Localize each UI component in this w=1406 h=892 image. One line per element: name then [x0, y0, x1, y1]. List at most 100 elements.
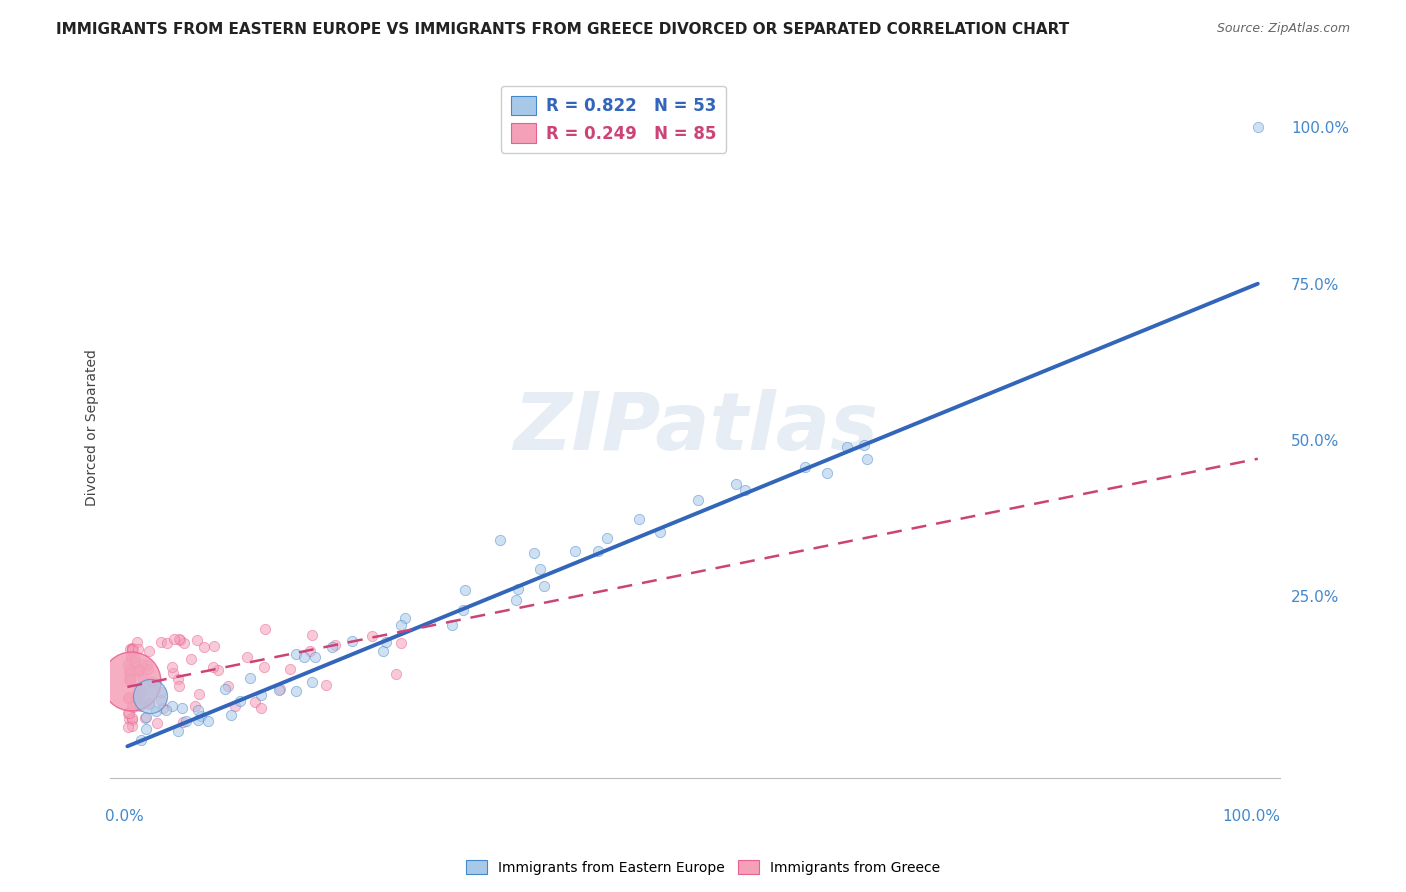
Point: [117, 690, 139, 705]
Text: Source: ZipAtlas.com: Source: ZipAtlas.com: [1216, 22, 1350, 36]
Point: [135, 710, 157, 724]
Point: [440, 618, 463, 632]
Legend: Immigrants from Eastern Europe, Immigrants from Greece: Immigrants from Eastern Europe, Immigran…: [460, 855, 946, 880]
Point: [835, 441, 858, 455]
Point: [160, 698, 183, 713]
Point: [533, 579, 555, 593]
Point: [815, 466, 838, 480]
Point: [249, 688, 271, 702]
Point: [124, 655, 146, 669]
Point: [136, 662, 159, 676]
Point: [121, 713, 143, 727]
Point: [596, 532, 619, 546]
Point: [135, 658, 157, 673]
Point: [374, 635, 396, 649]
Point: [285, 683, 308, 698]
Point: [118, 665, 141, 679]
Text: 100.0%: 100.0%: [1222, 809, 1281, 824]
Point: [193, 640, 215, 654]
Point: [301, 628, 323, 642]
Point: [121, 719, 143, 733]
Point: [155, 703, 177, 717]
Point: [169, 632, 191, 647]
Point: [214, 682, 236, 697]
Y-axis label: Divorced or Separated: Divorced or Separated: [86, 349, 100, 506]
Point: [229, 694, 252, 708]
Point: [172, 714, 194, 729]
Point: [389, 618, 412, 632]
Point: [394, 610, 416, 624]
Point: [280, 662, 302, 676]
Point: [385, 666, 408, 681]
Point: [163, 632, 186, 647]
Point: [190, 709, 212, 723]
Point: [202, 639, 225, 653]
Point: [125, 691, 148, 706]
Point: [505, 592, 527, 607]
Point: [523, 545, 546, 559]
Point: [170, 701, 193, 715]
Point: [155, 636, 177, 650]
Point: [489, 533, 512, 547]
Point: [734, 483, 756, 497]
Point: [167, 632, 190, 646]
Point: [250, 701, 273, 715]
Point: [121, 642, 143, 657]
Point: [117, 657, 139, 671]
Point: [117, 720, 139, 734]
Point: [298, 644, 321, 658]
Point: [118, 641, 141, 656]
Point: [138, 696, 160, 710]
Point: [793, 459, 815, 474]
Point: [166, 673, 188, 687]
Point: [529, 561, 551, 575]
Point: [117, 706, 139, 721]
Point: [121, 641, 143, 656]
Point: [162, 666, 184, 681]
Point: [128, 663, 150, 677]
Point: [131, 670, 153, 684]
Point: [121, 698, 143, 713]
Point: [236, 649, 259, 664]
Point: [141, 675, 163, 690]
Point: [128, 662, 150, 676]
Point: [167, 679, 190, 693]
Point: [134, 711, 156, 725]
Point: [128, 687, 150, 701]
Text: 0.0%: 0.0%: [104, 809, 143, 824]
Point: [121, 641, 143, 656]
Point: [217, 679, 239, 693]
Point: [853, 438, 876, 452]
Point: [122, 650, 145, 665]
Point: [294, 649, 316, 664]
Point: [688, 492, 710, 507]
Point: [120, 648, 142, 663]
Point: [127, 634, 149, 648]
Point: [325, 639, 347, 653]
Point: [284, 647, 307, 661]
Point: [152, 700, 174, 714]
Point: [221, 708, 243, 723]
Point: [118, 712, 141, 726]
Point: [174, 714, 197, 728]
Point: [121, 711, 143, 725]
Text: ZIPatlas: ZIPatlas: [513, 389, 877, 467]
Point: [149, 693, 172, 707]
Point: [254, 623, 277, 637]
Text: IMMIGRANTS FROM EASTERN EUROPE VS IMMIGRANTS FROM GREECE DIVORCED OR SEPARATED C: IMMIGRANTS FROM EASTERN EUROPE VS IMMIGR…: [56, 22, 1070, 37]
Point: [183, 699, 205, 714]
Point: [118, 662, 141, 676]
Legend: R = 0.822   N = 53, R = 0.249   N = 85: R = 0.822 N = 53, R = 0.249 N = 85: [501, 86, 725, 153]
Point: [304, 649, 326, 664]
Point: [186, 632, 208, 647]
Point: [564, 544, 586, 558]
Point: [648, 524, 671, 539]
Point: [145, 704, 167, 718]
Point: [131, 657, 153, 671]
Point: [121, 641, 143, 656]
Point: [149, 685, 172, 699]
Point: [145, 716, 167, 731]
Point: [118, 673, 141, 687]
Point: [187, 713, 209, 727]
Point: [129, 698, 152, 713]
